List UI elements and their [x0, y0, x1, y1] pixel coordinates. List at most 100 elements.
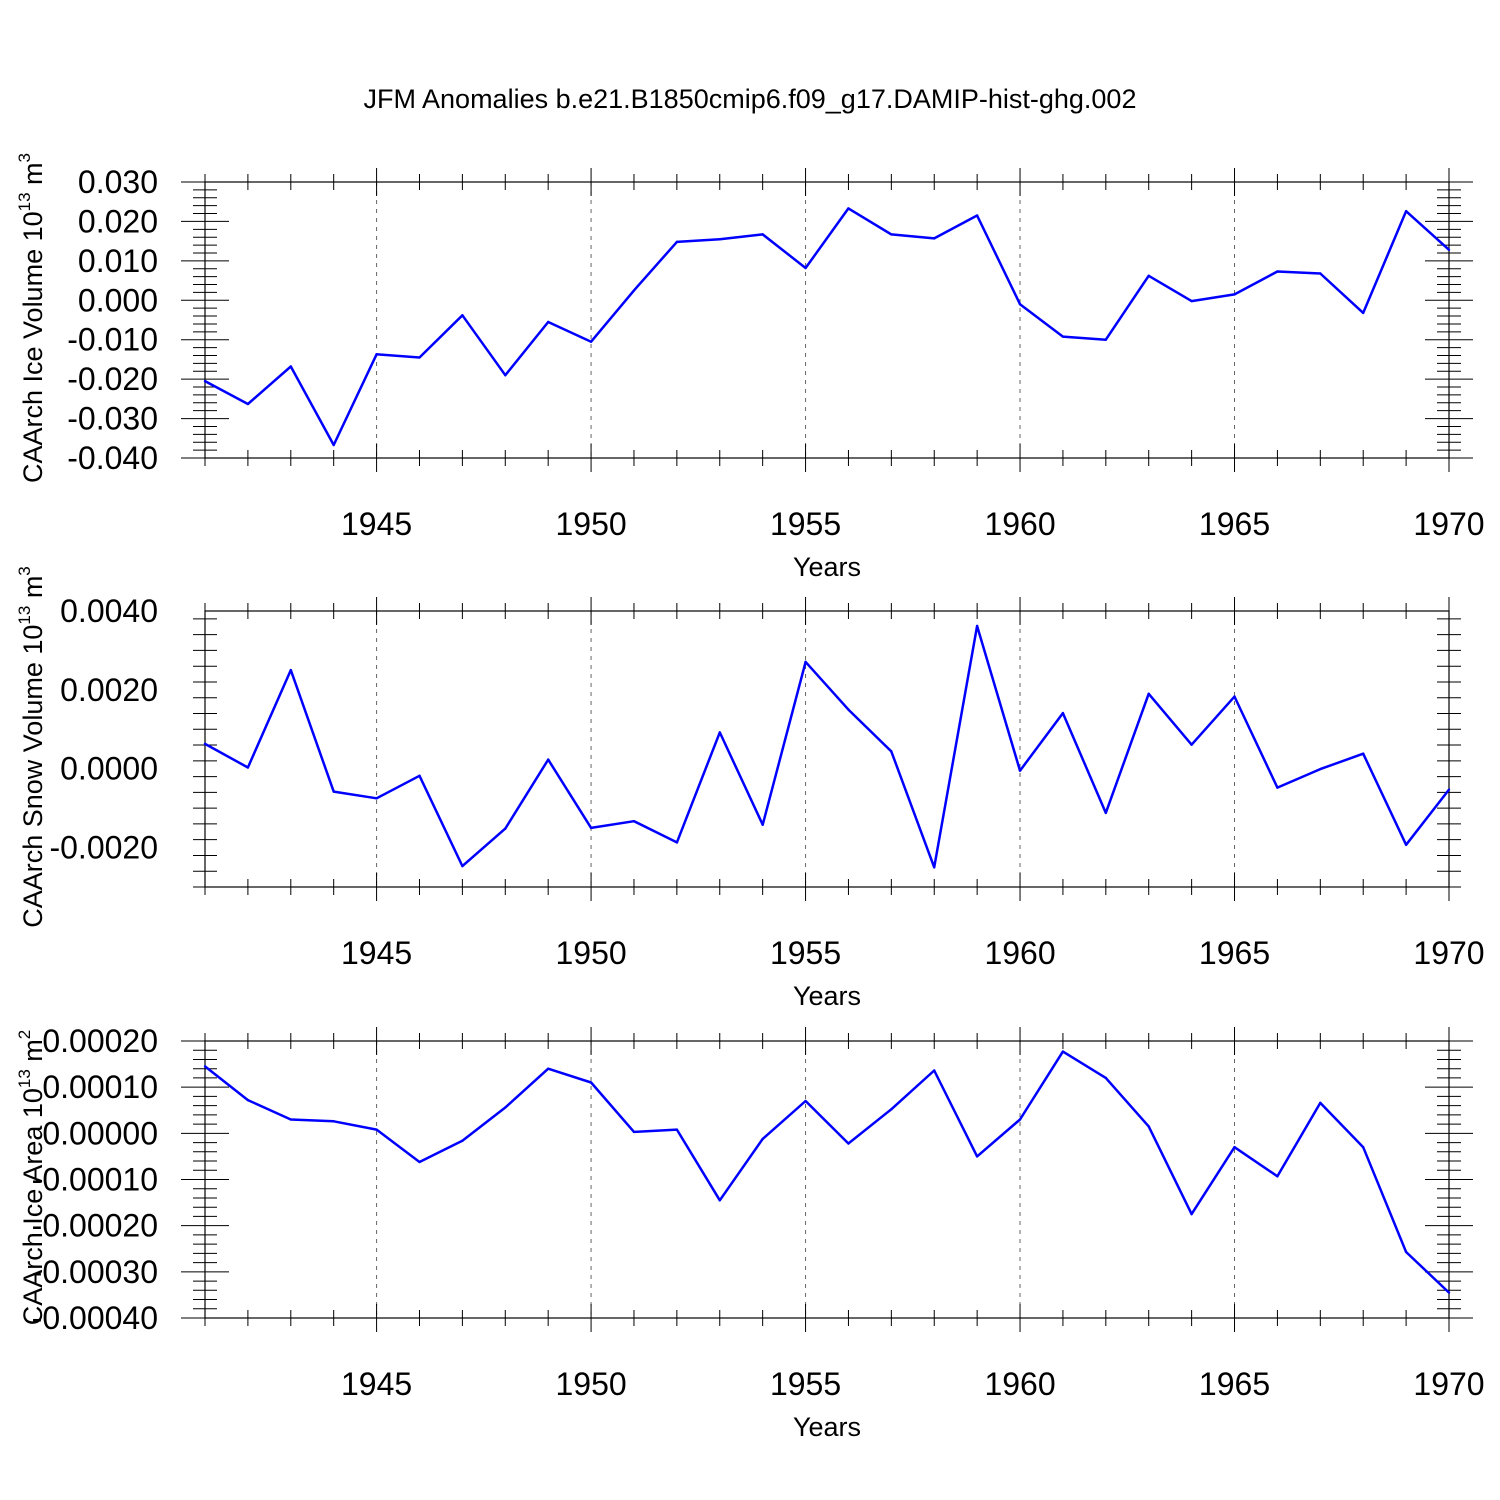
data-point — [1276, 786, 1279, 789]
data-point — [375, 353, 378, 356]
y-tick-label: 0.010 — [78, 243, 158, 279]
y-tick-label: -0.030 — [67, 401, 158, 437]
data-point — [1233, 1145, 1236, 1149]
data-point — [1362, 1145, 1365, 1149]
data-point — [504, 374, 507, 377]
data-point — [1190, 743, 1193, 746]
data-point — [504, 1106, 507, 1109]
data-point — [761, 233, 764, 236]
x-tick-label: 1950 — [555, 935, 626, 971]
data-point — [203, 742, 207, 746]
data-point — [1319, 1101, 1322, 1105]
x-axis-label: Years — [793, 552, 861, 582]
data-point — [718, 1199, 721, 1202]
y-tick-label: -0.00030 — [32, 1254, 158, 1290]
x-tick-label: 1970 — [1413, 935, 1484, 971]
data-point — [1319, 272, 1322, 275]
y-tick-label: -0.010 — [67, 322, 158, 358]
data-point — [718, 731, 721, 734]
data-point — [1276, 1175, 1279, 1178]
data-point — [1447, 1291, 1451, 1294]
data-point — [847, 708, 850, 711]
data-point — [589, 826, 593, 830]
x-tick-label: 1970 — [1413, 1366, 1484, 1402]
data-point — [975, 214, 979, 217]
data-point — [1018, 1118, 1022, 1121]
y-tick-label: 0.00020 — [42, 1023, 158, 1059]
data-point — [1404, 209, 1408, 213]
data-point — [546, 320, 550, 324]
data-point — [1233, 695, 1236, 698]
data-point — [332, 1120, 335, 1123]
x-tick-label: 1945 — [341, 506, 412, 542]
data-point — [246, 766, 250, 769]
x-tick-label: 1965 — [1199, 1366, 1270, 1402]
y-axis-label: CAArch Snow Volume 1013 m3 — [15, 566, 48, 928]
data-point — [1147, 692, 1150, 695]
x-tick-label: 1955 — [770, 935, 841, 971]
data-point — [418, 774, 421, 778]
data-point — [761, 1137, 764, 1141]
data-point — [1404, 1250, 1408, 1254]
data-point — [675, 240, 679, 244]
data-point — [1104, 1076, 1108, 1080]
data-point — [1190, 1212, 1193, 1216]
data-point — [890, 233, 893, 236]
data-point — [375, 1128, 378, 1131]
data-point — [1018, 303, 1022, 306]
data-point — [1447, 248, 1451, 252]
plot-frame — [204, 610, 1450, 888]
data-point — [761, 823, 764, 826]
data-series-line — [204, 207, 1450, 447]
data-point — [975, 624, 979, 628]
data-point — [589, 1081, 593, 1084]
y-tick-label: -0.040 — [67, 440, 158, 476]
data-point — [1061, 335, 1065, 338]
data-point — [461, 1139, 464, 1142]
x-axis-label: Years — [793, 1412, 861, 1442]
data-point — [246, 1098, 250, 1102]
data-point — [847, 1142, 850, 1145]
data-point — [632, 819, 636, 823]
data-point — [375, 797, 378, 800]
data-point — [933, 1069, 936, 1072]
y-tick-label: 0.00000 — [42, 1115, 158, 1151]
data-point — [847, 207, 850, 210]
data-point — [1061, 711, 1065, 715]
y-tick-label: -0.00040 — [32, 1300, 158, 1336]
data-point — [289, 365, 292, 368]
data-point — [418, 1160, 421, 1164]
data-point — [332, 443, 335, 447]
data-point — [890, 1108, 893, 1111]
data-point — [1404, 843, 1408, 847]
data-point — [546, 758, 550, 761]
data-point — [418, 356, 421, 359]
data-point — [1147, 1125, 1150, 1128]
data-series-line — [204, 1050, 1450, 1294]
y-tick-label: 0.00010 — [42, 1069, 158, 1105]
data-point — [890, 750, 893, 753]
y-tick-label: -0.0020 — [49, 830, 158, 866]
plot-frame — [204, 181, 1450, 459]
data-point — [1276, 270, 1279, 273]
data-point — [1061, 1050, 1065, 1053]
y-axis-label: CAArch Ice Area 1013 m2 — [15, 1030, 48, 1326]
y-tick-label: -0.00020 — [32, 1208, 158, 1244]
data-point — [546, 1067, 550, 1070]
data-point — [1147, 274, 1150, 278]
panel-3: 0.00020 0.00010 0.00000 -0.00010 -0.00020 -0.… — [15, 1023, 1485, 1442]
data-point — [804, 266, 807, 270]
data-point — [589, 340, 593, 343]
x-tick-label: 1965 — [1199, 506, 1270, 542]
data-series-line — [204, 624, 1450, 869]
data-point — [1362, 311, 1365, 315]
data-point — [332, 790, 335, 793]
x-tick-label: 1955 — [770, 1366, 841, 1402]
data-point — [804, 660, 807, 664]
data-point — [1362, 752, 1365, 755]
data-point — [1319, 767, 1322, 771]
data-point — [246, 402, 250, 406]
data-point — [632, 289, 636, 292]
